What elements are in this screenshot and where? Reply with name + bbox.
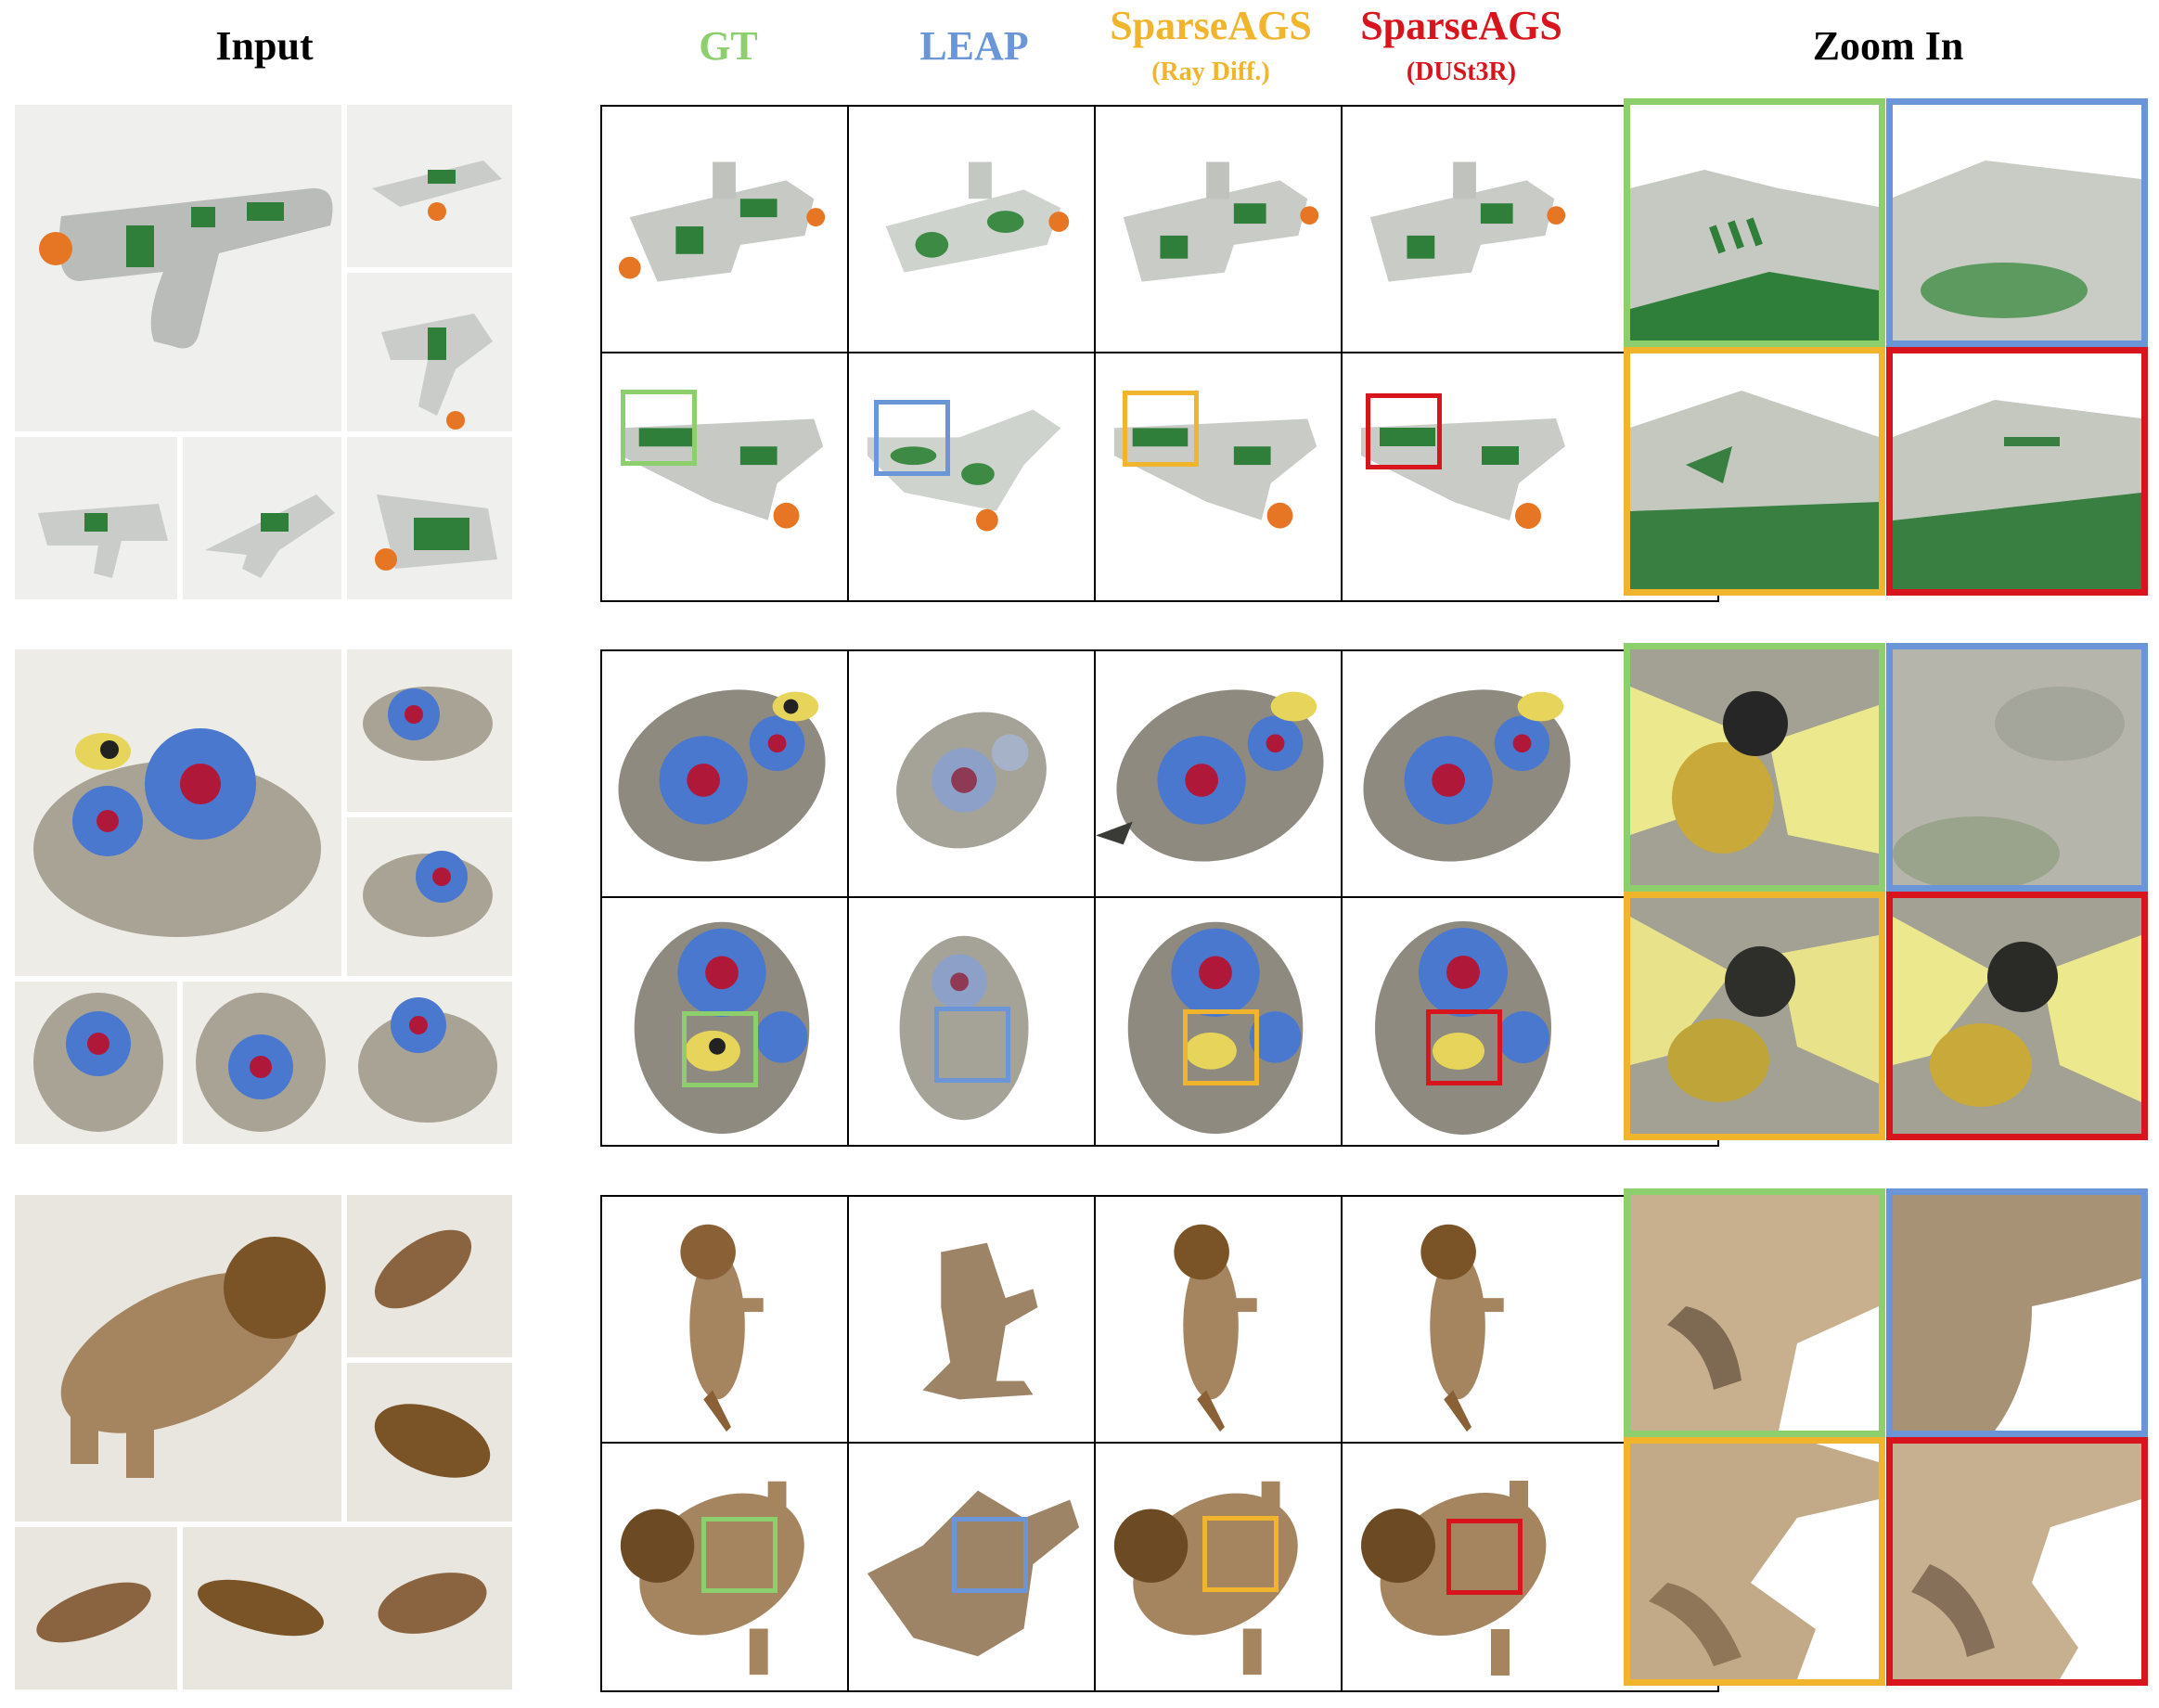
gun-gt-view2: [602, 353, 849, 600]
flower-gt-zoom-box: [682, 1011, 758, 1087]
flower-sparseags-ray-zoom-box: [1183, 1009, 1259, 1085]
results-grid-flower: [600, 649, 1719, 1147]
input-images-lion: [15, 1195, 512, 1689]
gun-sparseags-ray-zoom: [1624, 347, 1885, 596]
lion-leap-view1: [849, 1197, 1096, 1444]
lion-sparseags-ray-zoom-box: [1202, 1516, 1279, 1592]
input-images-flower: [15, 649, 512, 1144]
flower-gt-zoom: [1624, 643, 1885, 892]
gun-sparseags-dust-view2: [1343, 353, 1717, 600]
gun-sparseags-ray-view2: [1096, 353, 1343, 600]
gun-leap-view2: [849, 353, 1096, 600]
results-grid-lion: [600, 1195, 1719, 1692]
lion-sparseags-dust-zoom-box: [1446, 1519, 1523, 1595]
gun-sparseags-dust-zoom-box: [1366, 393, 1442, 469]
lion-sparseags-ray-view1: [1096, 1197, 1343, 1444]
flower-leap-zoom-box: [934, 1007, 1010, 1083]
gun-gt-view1: [602, 107, 849, 353]
header-zoom: Zoom In: [1812, 23, 1964, 69]
header-leap: LEAP: [919, 23, 1029, 69]
gun-leap-zoom-box: [874, 400, 950, 476]
lion-sparseags-dust-view2: [1343, 1444, 1717, 1690]
header-sparseags-dust: SparseAGS (DUSt3R): [1336, 6, 1587, 85]
flower-gt-view1: [602, 651, 849, 898]
header-sparseags-ray-sub: (Ray Diff.): [1151, 58, 1270, 86]
zoom-panel-flower: [1624, 643, 2148, 1140]
gun-sparseags-ray-view1: [1096, 107, 1343, 353]
flower-leap-view2: [849, 898, 1096, 1145]
header-sparseags-ray: SparseAGS (Ray Diff.): [1086, 6, 1336, 85]
header-sparseags-dust-sub: (DUSt3R): [1406, 58, 1517, 86]
flower-sparseags-dust-zoom: [1886, 892, 2148, 1140]
lion-gt-zoom-box: [701, 1517, 777, 1593]
header-input: Input: [215, 23, 314, 69]
lion-sparseags-ray-view2: [1096, 1444, 1343, 1690]
lion-leap-zoom: [1886, 1188, 2148, 1437]
flower-sparseags-ray-zoom: [1624, 892, 1885, 1140]
input-images-gun: [15, 105, 512, 599]
flower-sparseags-ray-view1: [1096, 651, 1343, 898]
lion-gt-zoom: [1624, 1188, 1885, 1437]
zoom-panel-lion: [1624, 1188, 2148, 1686]
gun-sparseags-dust-zoom: [1886, 347, 2148, 596]
gun-sparseags-dust-view1: [1343, 107, 1717, 353]
flower-gt-view2: [602, 898, 849, 1145]
flower-sparseags-dust-view1: [1343, 651, 1717, 898]
flower-leap-view1: [849, 651, 1096, 898]
flower-sparseags-dust-zoom-box: [1426, 1009, 1502, 1085]
gun-leap-view1: [849, 107, 1096, 353]
lion-gt-view2: [602, 1444, 849, 1690]
gun-sparseags-ray-zoom-box: [1123, 391, 1199, 467]
gun-gt-zoom-box: [621, 390, 697, 466]
lion-sparseags-dust-view1: [1343, 1197, 1717, 1444]
gun-leap-zoom: [1886, 98, 2148, 347]
zoom-panel-gun: [1624, 98, 2148, 596]
flower-sparseags-ray-view2: [1096, 898, 1343, 1145]
gun-gt-zoom: [1624, 98, 1885, 347]
lion-leap-zoom-box: [952, 1517, 1028, 1593]
lion-sparseags-ray-zoom: [1624, 1437, 1885, 1686]
lion-gt-view1: [602, 1197, 849, 1444]
flower-sparseags-dust-view2: [1343, 898, 1717, 1145]
results-grid-gun: [600, 105, 1719, 602]
header-gt: GT: [699, 23, 758, 69]
lion-sparseags-dust-zoom: [1886, 1437, 2148, 1686]
flower-leap-zoom: [1886, 643, 2148, 892]
